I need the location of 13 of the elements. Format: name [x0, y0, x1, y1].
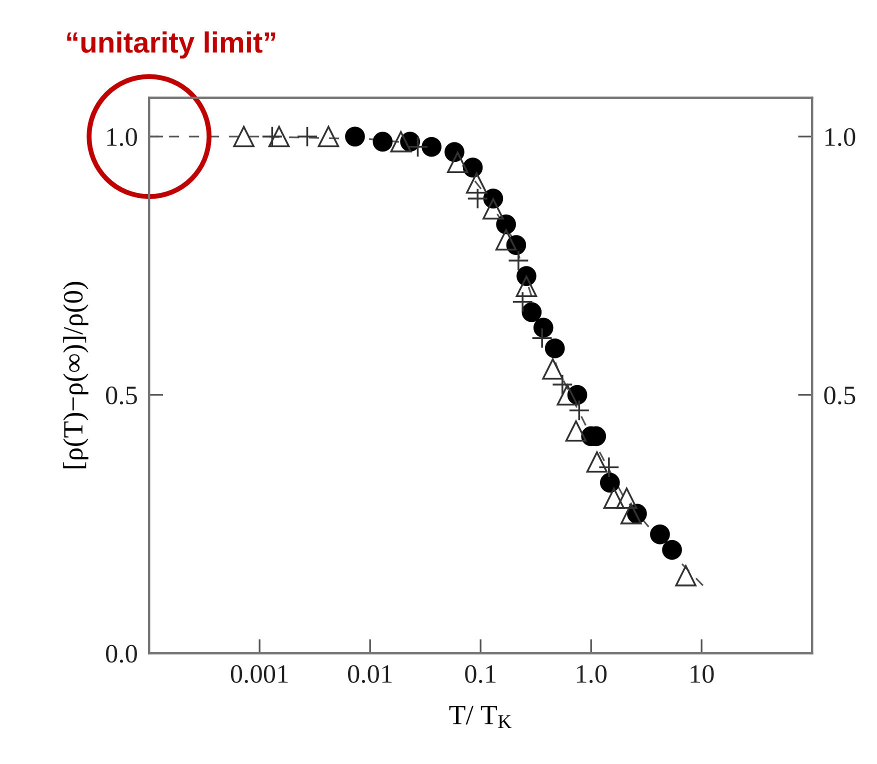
x-tick-label: 0.1 [465, 665, 496, 684]
y2-tick-label: 0.5 [824, 386, 856, 404]
x-tick-label: 10 [690, 665, 714, 683]
annotation: “unitarity limit” [67, 31, 276, 59]
y-tick-label: 0.5 [106, 386, 137, 404]
y-axis-title: [ρ(T)−ρ(∞)]/ρ(0) [63, 282, 88, 468]
x-axis-title: T/ T$_{K}$ [449, 706, 512, 728]
y2-tick-label: 1.0 [826, 128, 856, 146]
y-tick-label: 0.0 [106, 644, 137, 663]
x-tick-label: 0.001 [230, 665, 288, 684]
y-tick-label: 1.0 [107, 128, 137, 146]
x-tick-label: 1.0 [576, 665, 607, 684]
x-tick-label: 0.01 [348, 665, 392, 684]
